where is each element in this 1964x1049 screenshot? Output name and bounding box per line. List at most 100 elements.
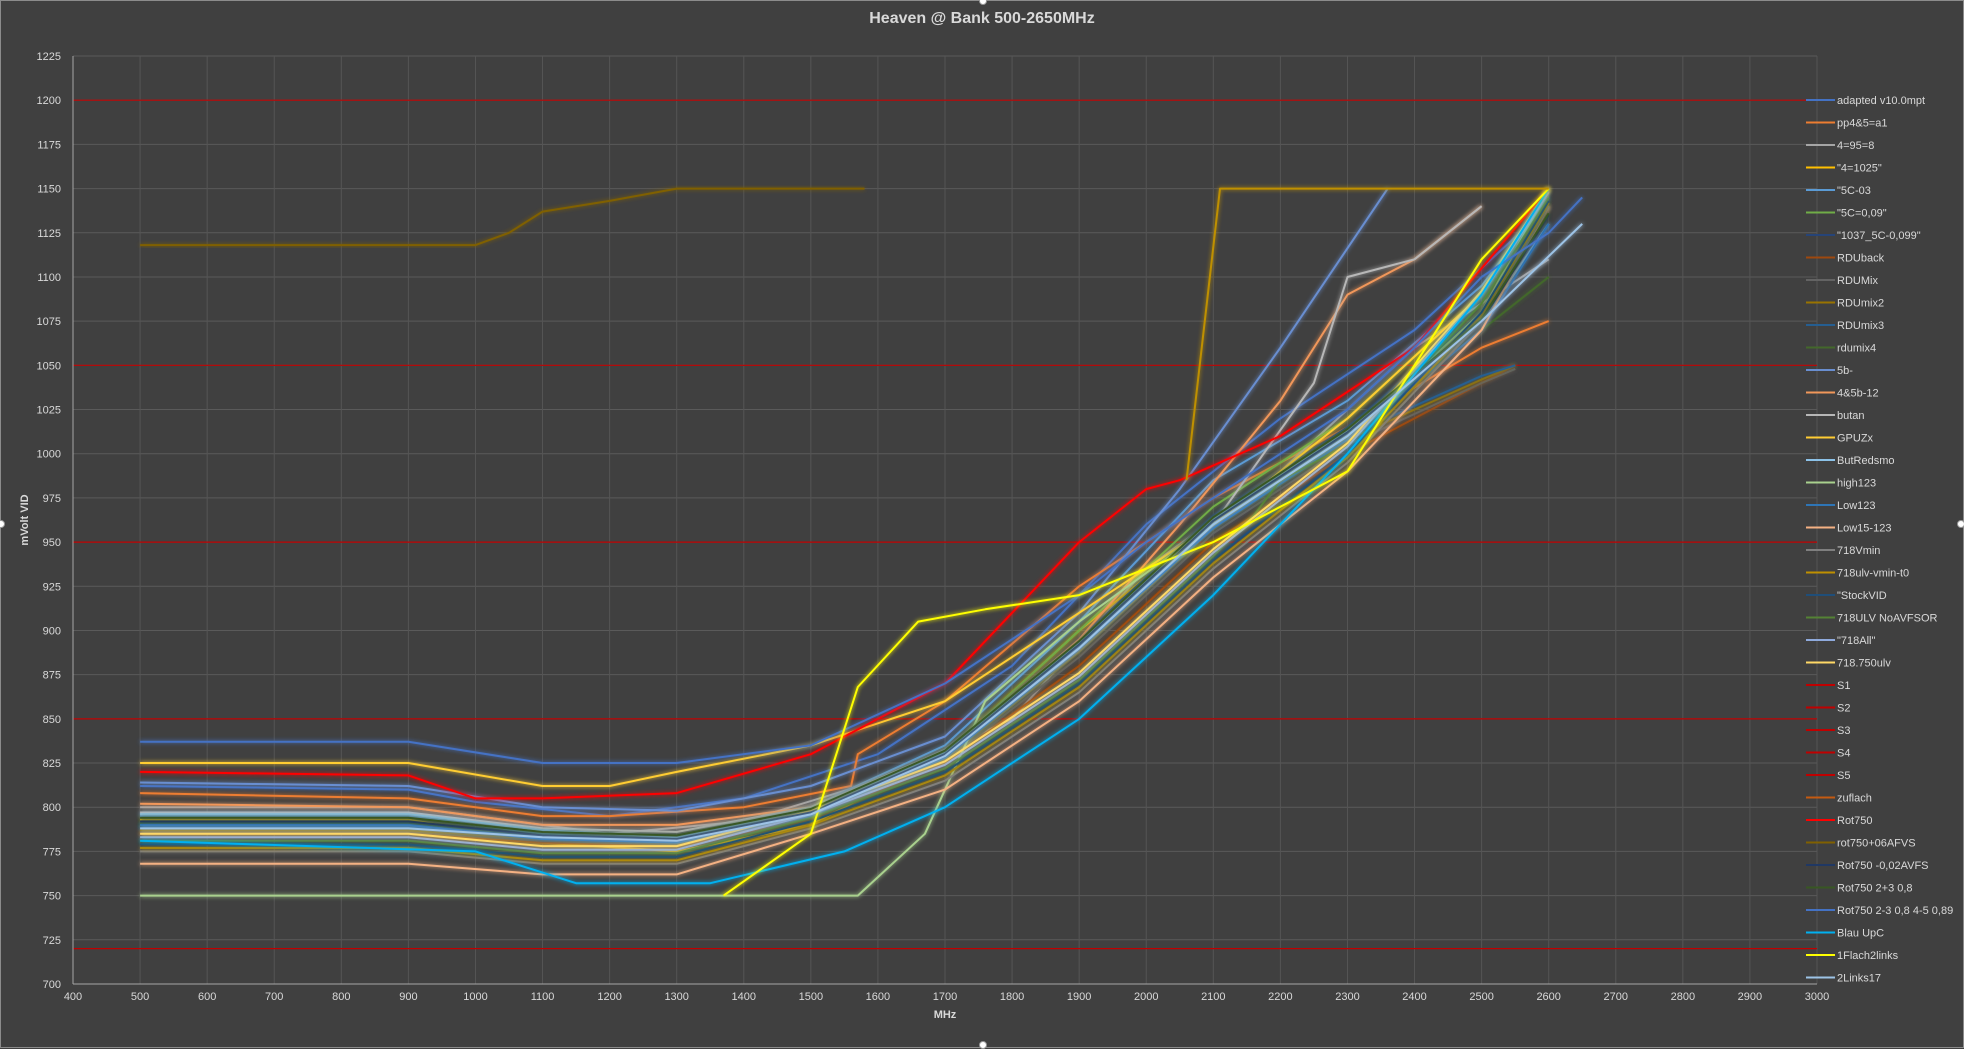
x-tick-label: 2100	[1201, 991, 1225, 1003]
x-tick-label: 2000	[1134, 991, 1158, 1003]
legend-entry: Rot750 2+3 0,8	[1837, 883, 1913, 895]
legend-entry: ButRedsmo	[1837, 455, 1894, 467]
series-line	[140, 205, 1550, 853]
legend-entry: 5b-	[1837, 365, 1853, 377]
series-line	[140, 223, 1550, 844]
legend-entry: butan	[1837, 410, 1865, 422]
legend-entry: zuflach	[1837, 793, 1872, 805]
x-tick-label: 1800	[1000, 991, 1024, 1003]
legend-entry: "1037_5C-0,099"	[1837, 230, 1921, 242]
legend-entry: 4&5b-12	[1837, 388, 1879, 400]
series-line	[140, 196, 1550, 855]
series-line	[140, 258, 1550, 835]
y-tick-label: 1125	[37, 228, 61, 240]
x-tick-label: 900	[399, 991, 417, 1003]
series-line	[140, 205, 1550, 865]
y-tick-label: 1100	[37, 272, 61, 284]
y-tick-label: 1025	[37, 405, 61, 417]
legend-entry: Rot750	[1837, 815, 1872, 827]
y-tick-label: 975	[43, 493, 61, 505]
series-line	[140, 188, 1550, 787]
y-tick-label: 700	[43, 979, 61, 991]
legend-entry: "718All"	[1837, 635, 1875, 647]
series-line	[140, 223, 1583, 842]
x-tick-label: 2200	[1268, 991, 1292, 1003]
legend-entry: pp4&5=a1	[1837, 118, 1887, 130]
legend-entry: 718Vmin	[1837, 545, 1880, 557]
y-tick-label: 825	[43, 758, 61, 770]
y-tick-label: 925	[43, 581, 61, 593]
series-line	[140, 205, 1550, 876]
x-tick-label: 2800	[1671, 991, 1695, 1003]
series-line	[140, 205, 1550, 818]
legend-entry: "5C-03	[1837, 185, 1871, 197]
y-tick-label: 725	[43, 935, 61, 947]
axes: 700 725 750 775 800 825 850 875 900 925 950 975 1000…	[37, 51, 1830, 1003]
y-tick-label: 775	[43, 846, 61, 858]
series-line	[1185, 187, 1549, 481]
y-tick-label: 1200	[37, 95, 61, 107]
legend-entry: rdumix4	[1837, 343, 1876, 355]
legend-entry: S1	[1837, 680, 1850, 692]
series-line	[140, 188, 1389, 812]
legend-entry: "4=1025"	[1837, 163, 1882, 175]
x-tick-label: 1300	[664, 991, 688, 1003]
series-line	[140, 214, 1550, 841]
series-line	[140, 205, 1550, 848]
legend-entry: Rot750 -0,02AVFS	[1837, 860, 1929, 872]
legend-entry: 718.750ulv	[1837, 658, 1891, 670]
legend-entry: S5	[1837, 770, 1850, 782]
series-line	[140, 364, 1516, 844]
x-tick-label: 700	[265, 991, 283, 1003]
legend-entry: Low15-123	[1837, 523, 1891, 535]
x-tick-label: 500	[131, 991, 149, 1003]
legend-entry: S2	[1837, 703, 1850, 715]
legend-entry: RDUmix2	[1837, 298, 1884, 310]
y-tick-label: 1225	[37, 51, 61, 63]
series-line	[140, 212, 1550, 837]
x-tick-label: 1500	[799, 991, 823, 1003]
x-tick-label: 2700	[1604, 991, 1628, 1003]
legend-entry: adapted v10.0mpt	[1837, 95, 1925, 107]
x-tick-label: 1100	[531, 991, 555, 1003]
series-line	[140, 187, 865, 247]
legend-entry: "5C=0,09"	[1837, 208, 1887, 220]
legend-entry: 1Flach2links	[1837, 950, 1899, 962]
series-line	[140, 196, 1550, 844]
reference-lines	[73, 99, 1817, 950]
x-tick-label: 3000	[1805, 991, 1829, 1003]
legend-entry: RDUmix3	[1837, 320, 1884, 332]
x-tick-label: 1600	[866, 991, 890, 1003]
legend-entry: RDUMix	[1837, 275, 1878, 287]
y-tick-label: 1150	[37, 184, 61, 196]
x-tick-label: 1200	[597, 991, 621, 1003]
series-line	[140, 200, 1550, 858]
series-line	[140, 202, 1550, 862]
y-tick-label: 900	[43, 625, 61, 637]
legend-entry: rot750+06AFVS	[1837, 838, 1916, 850]
resize-handle-right[interactable]	[1957, 520, 1964, 528]
series-line	[140, 223, 1550, 839]
legend-entry: Low123	[1837, 500, 1876, 512]
series-line	[140, 367, 1516, 846]
y-tick-label: 1050	[37, 360, 61, 372]
series-line	[140, 188, 1550, 848]
series-line	[140, 364, 1516, 848]
resize-handle-left[interactable]	[0, 520, 5, 528]
x-tick-label: 2600	[1536, 991, 1560, 1003]
legend-entry: 4=95=8	[1837, 140, 1874, 152]
series-line	[140, 191, 1550, 851]
series-line	[140, 276, 1550, 841]
series-line	[140, 188, 1550, 885]
x-tick-label: 1700	[933, 991, 957, 1003]
x-tick-label: 800	[332, 991, 350, 1003]
resize-handle-top[interactable]	[979, 0, 987, 5]
y-tick-label: 875	[43, 670, 61, 682]
legend-entry: "StockVID	[1837, 590, 1887, 602]
series-line	[140, 188, 1550, 844]
legend-entry: 718ulv-vmin-t0	[1837, 568, 1909, 580]
legend-entry: GPUZx	[1837, 433, 1874, 445]
series-line	[140, 188, 1550, 897]
y-tick-label: 1075	[37, 316, 61, 328]
